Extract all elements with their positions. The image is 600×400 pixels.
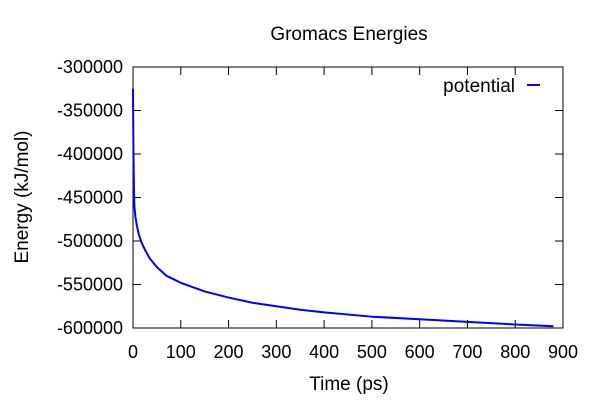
y-tick-label: -550000	[57, 275, 123, 295]
y-tick-label: -500000	[57, 231, 123, 251]
y-axis-label: Energy (kJ/mol)	[12, 130, 33, 263]
x-tick-label: 200	[214, 342, 244, 362]
series-line-potential	[132, 88, 554, 328]
x-tick-label: 0	[128, 342, 138, 362]
x-axis-label: Time (ps)	[309, 374, 389, 395]
x-tick-label: 400	[309, 342, 339, 362]
legend-label-potential: potential	[443, 76, 515, 97]
chart-title: Gromacs Energies	[270, 24, 427, 45]
y-tick-label: -400000	[57, 144, 123, 164]
legend: potential	[443, 76, 540, 97]
x-tick-label: 900	[548, 342, 578, 362]
y-tick-label: -300000	[57, 57, 123, 77]
x-tick-label: 300	[261, 342, 291, 362]
x-tick-label: 700	[452, 342, 482, 362]
x-tick-label: 800	[500, 342, 530, 362]
x-tick-label: 100	[166, 342, 196, 362]
x-axis-ticks: 0 100 200 300 400 500 600 700 800 900	[128, 67, 578, 362]
x-tick-label: 500	[357, 342, 387, 362]
y-axis-ticks: -300000 -350000 -400000 -450000 -500000 -5500…	[57, 57, 563, 338]
y-tick-label: -600000	[57, 318, 123, 338]
y-tick-label: -350000	[57, 101, 123, 121]
series-layer	[132, 88, 554, 328]
x-tick-label: 600	[405, 342, 435, 362]
y-tick-label: -450000	[57, 188, 123, 208]
